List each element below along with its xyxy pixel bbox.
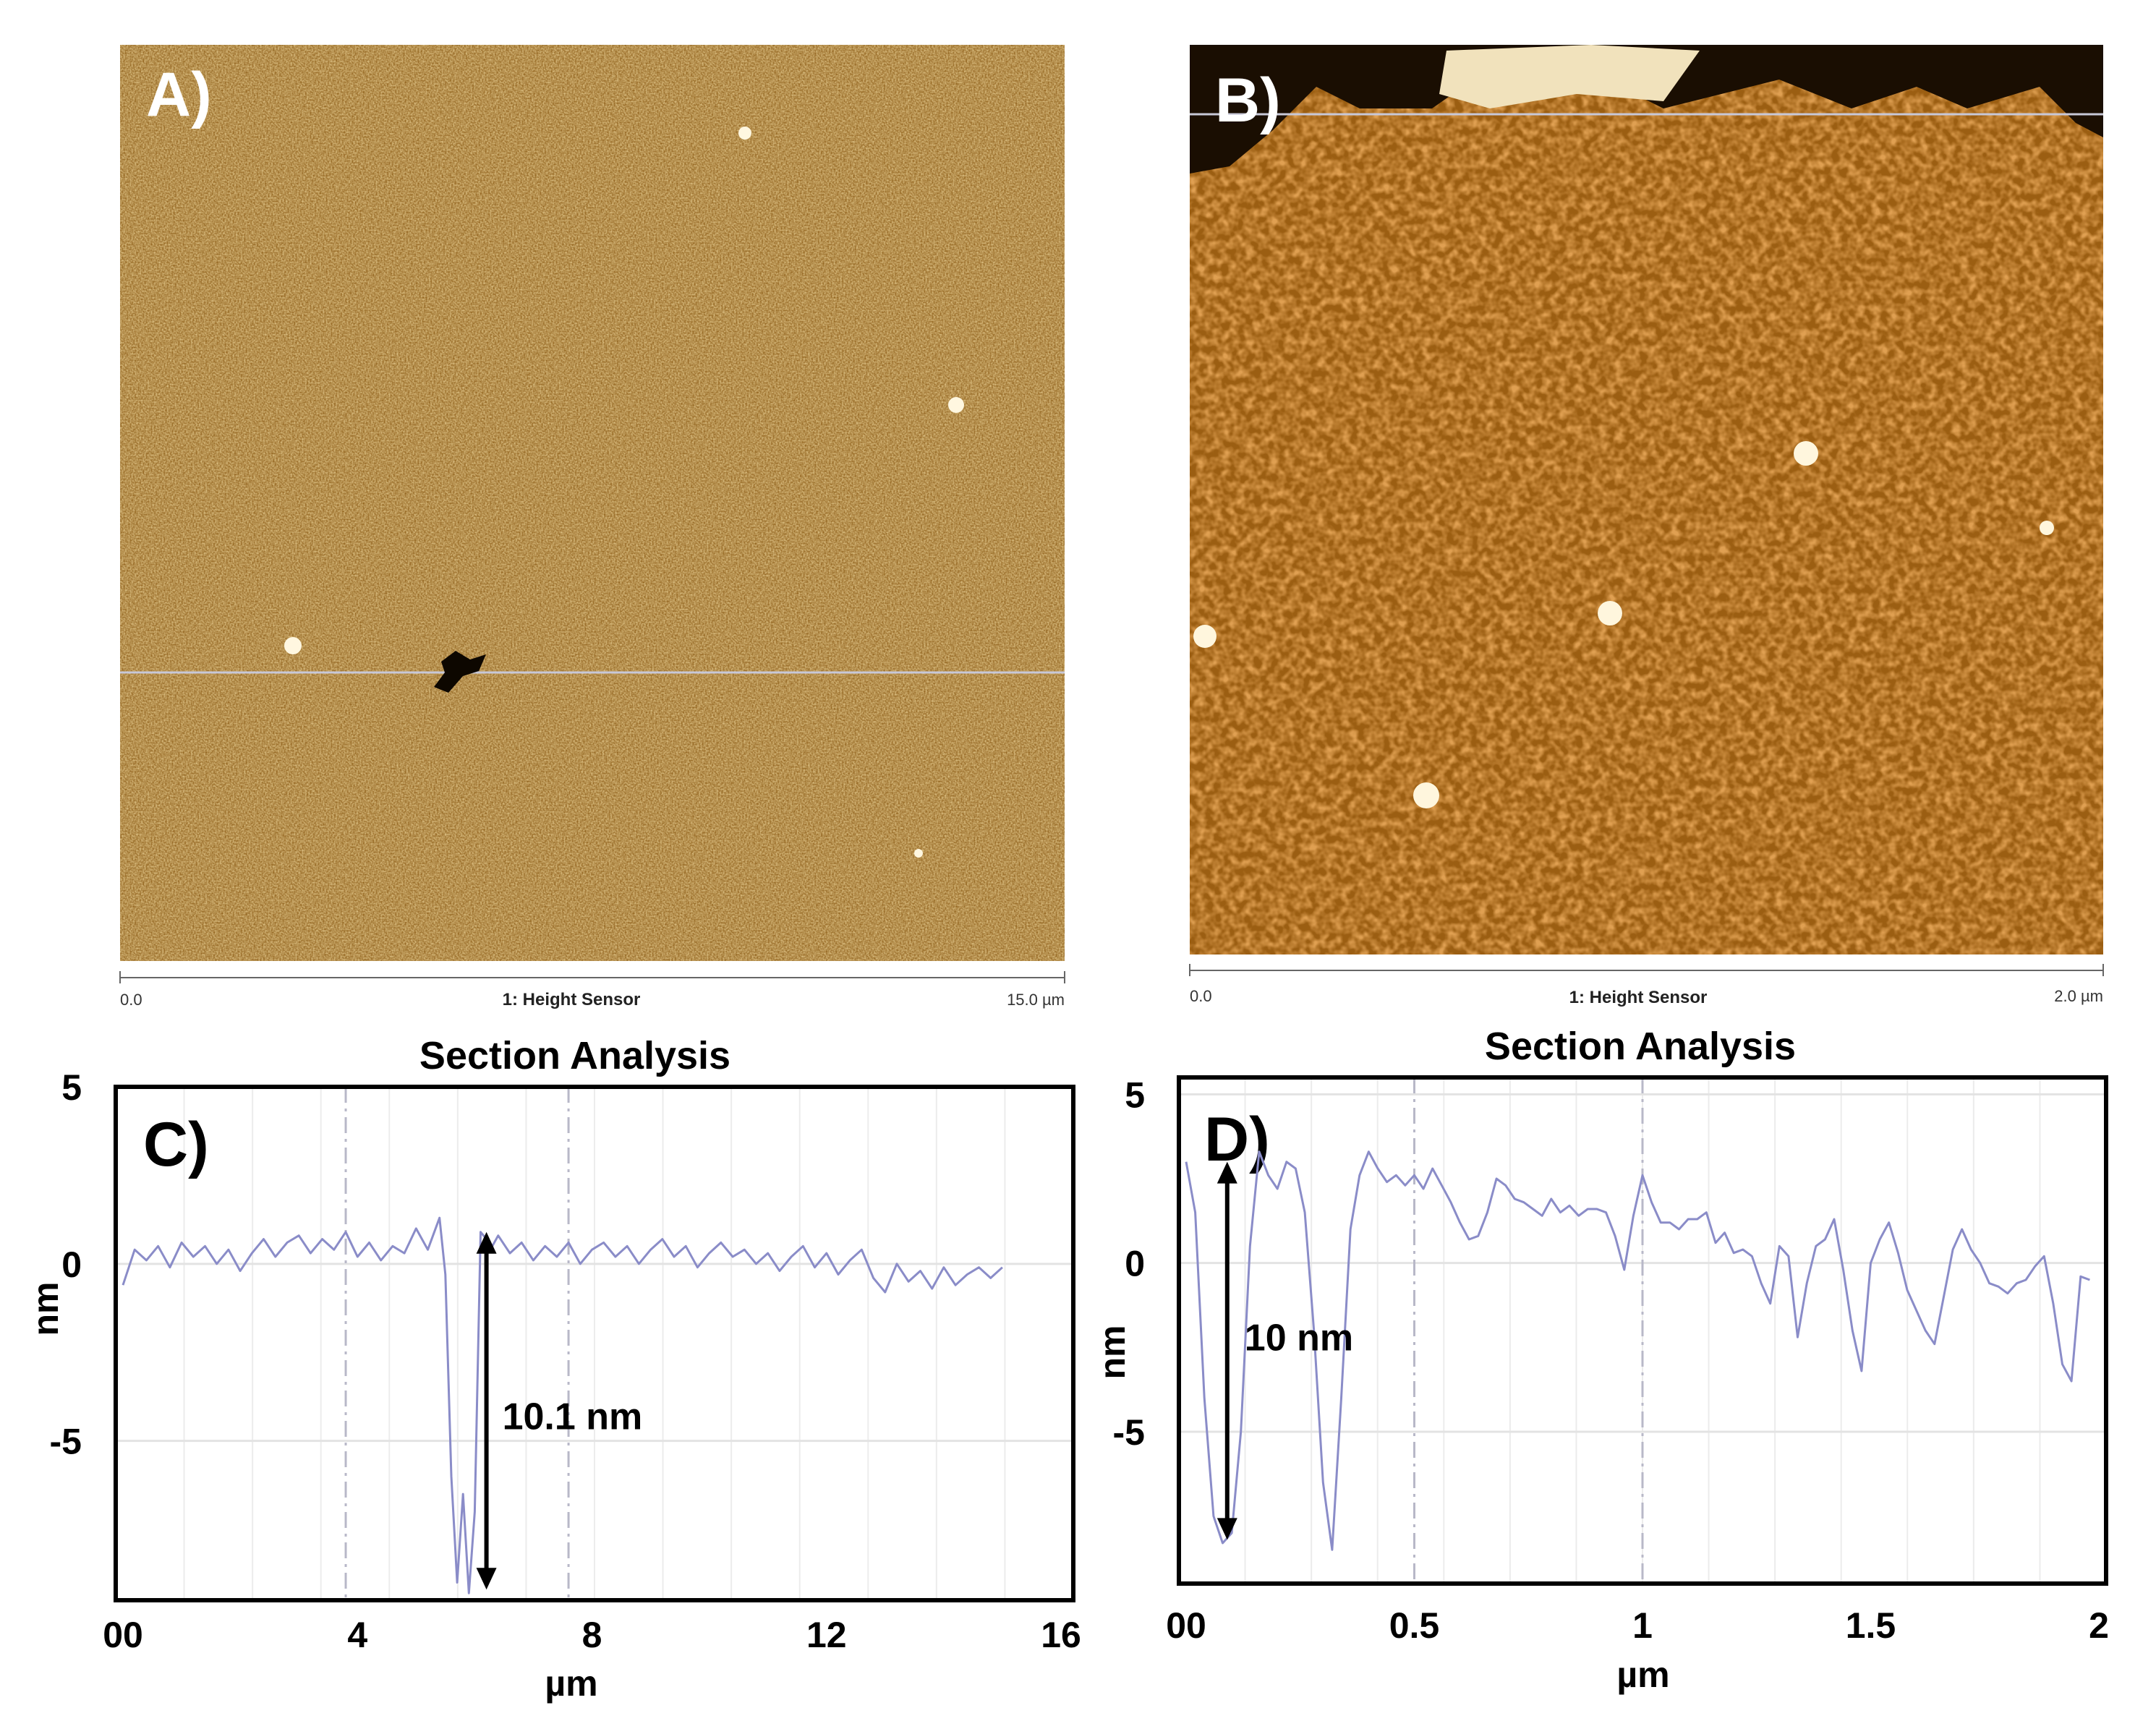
height-label-d: 10 nm: [1245, 1317, 1353, 1359]
series-line-c-0: [122, 1216, 1003, 1594]
scale-start-b: 0.0: [1190, 987, 1212, 1005]
afm-texture-b: [1190, 45, 2103, 954]
x-tick-label-d-0: 00: [1166, 1605, 1206, 1646]
arrow-head-top-c: [476, 1231, 497, 1254]
height-label-c: 10.1 nm: [503, 1396, 643, 1438]
x-tick-label-c-0: 00: [103, 1615, 143, 1655]
top-edge-bright-b: [1439, 45, 1700, 108]
panel-label-c: C): [143, 1110, 209, 1179]
ticks-c: 00 4 8 12 16 5 0 -5: [50, 1067, 1081, 1655]
x-axis-label-d: µm: [1616, 1654, 1669, 1695]
y-tick-label-c-2: -5: [50, 1422, 82, 1462]
x-tick-label-c-1: 4: [347, 1615, 367, 1655]
scale-end-b: 2.0 µm: [2054, 987, 2103, 1005]
y-tick-label-c-1: 0: [61, 1244, 82, 1285]
annotation-d: 10 nm: [1217, 1161, 1353, 1540]
panel-a: A) 0.0 1: Height Sensor 15.0 µm: [119, 45, 1065, 1009]
arrow-head-bottom-c: [476, 1568, 497, 1590]
particle-b5: [2040, 521, 2054, 535]
y-tick-label-c-0: 5: [61, 1067, 82, 1108]
particle-b4: [1193, 625, 1217, 648]
ticks-d: 00 0.5 1 1.5 2 5 0 -5: [1113, 1075, 2109, 1646]
particle-b3: [1413, 782, 1439, 808]
arrow-head-bottom-d: [1217, 1518, 1237, 1540]
x-tick-label-d-4: 2: [2089, 1605, 2109, 1646]
y-tick-label-d-2: -5: [1113, 1412, 1145, 1453]
particle-b1: [1794, 441, 1818, 466]
x-tick-label-d-1: 0.5: [1389, 1605, 1440, 1646]
x-axis-label-c: µm: [545, 1663, 597, 1704]
plot-frame-c: [114, 1085, 1075, 1602]
scale-start-a: 0.0: [120, 991, 142, 1009]
grid-d: [1179, 1077, 2106, 1584]
y-axis-label-c: nm: [25, 1282, 66, 1336]
chart-title-d: Section Analysis: [1485, 1025, 1796, 1068]
arrow-head-top-d: [1217, 1161, 1237, 1184]
x-tick-label-d-3: 1.5: [1846, 1605, 1896, 1646]
section-chart-d: Section Analysis D) 00 0.5 1 1.5 2 5 0 -5 10 nm…: [1092, 1025, 2109, 1695]
series-d: [1185, 1150, 2090, 1551]
afm-texture-a: [120, 45, 1065, 961]
panel-label-b: B): [1215, 66, 1281, 135]
series-line-d-0: [1185, 1150, 2090, 1551]
x-tick-label-c-2: 8: [582, 1615, 602, 1655]
panel-label-a: A): [146, 60, 212, 129]
top-edge-dark-b: [1190, 45, 2103, 174]
grid-c: [116, 1085, 1073, 1600]
plot-frame-d: [1177, 1075, 2108, 1586]
annotation-c: 10.1 nm: [476, 1231, 643, 1590]
particle-a3: [284, 637, 302, 654]
panel-b: B) 0.0 1: Height Sensor 2.0 µm: [1189, 45, 2104, 1007]
particle-b2: [1598, 601, 1622, 625]
y-tick-label-d-1: 0: [1125, 1244, 1145, 1284]
y-tick-label-d-0: 5: [1125, 1075, 1145, 1115]
series-c: [122, 1216, 1003, 1594]
scale-end-a: 15.0 µm: [1007, 991, 1065, 1009]
sensor-label-b: 1: Height Sensor: [1569, 988, 1708, 1007]
section-chart-c: Section Analysis C) 00 4 8 12 16 5 0 -5 10.1 nm…: [25, 1034, 1081, 1704]
particle-a1: [738, 127, 751, 140]
particle-a4: [914, 849, 923, 858]
chart-title-c: Section Analysis: [419, 1034, 730, 1077]
x-tick-label-c-3: 12: [806, 1615, 847, 1655]
panel-label-d: D): [1204, 1105, 1270, 1174]
particle-a2: [948, 397, 964, 413]
x-tick-label-d-2: 1: [1632, 1605, 1653, 1646]
sensor-label-a: 1: Height Sensor: [503, 990, 641, 1009]
x-tick-label-c-4: 16: [1041, 1615, 1081, 1655]
y-axis-label-d: nm: [1092, 1325, 1133, 1380]
defect-hole-a: [434, 651, 486, 693]
